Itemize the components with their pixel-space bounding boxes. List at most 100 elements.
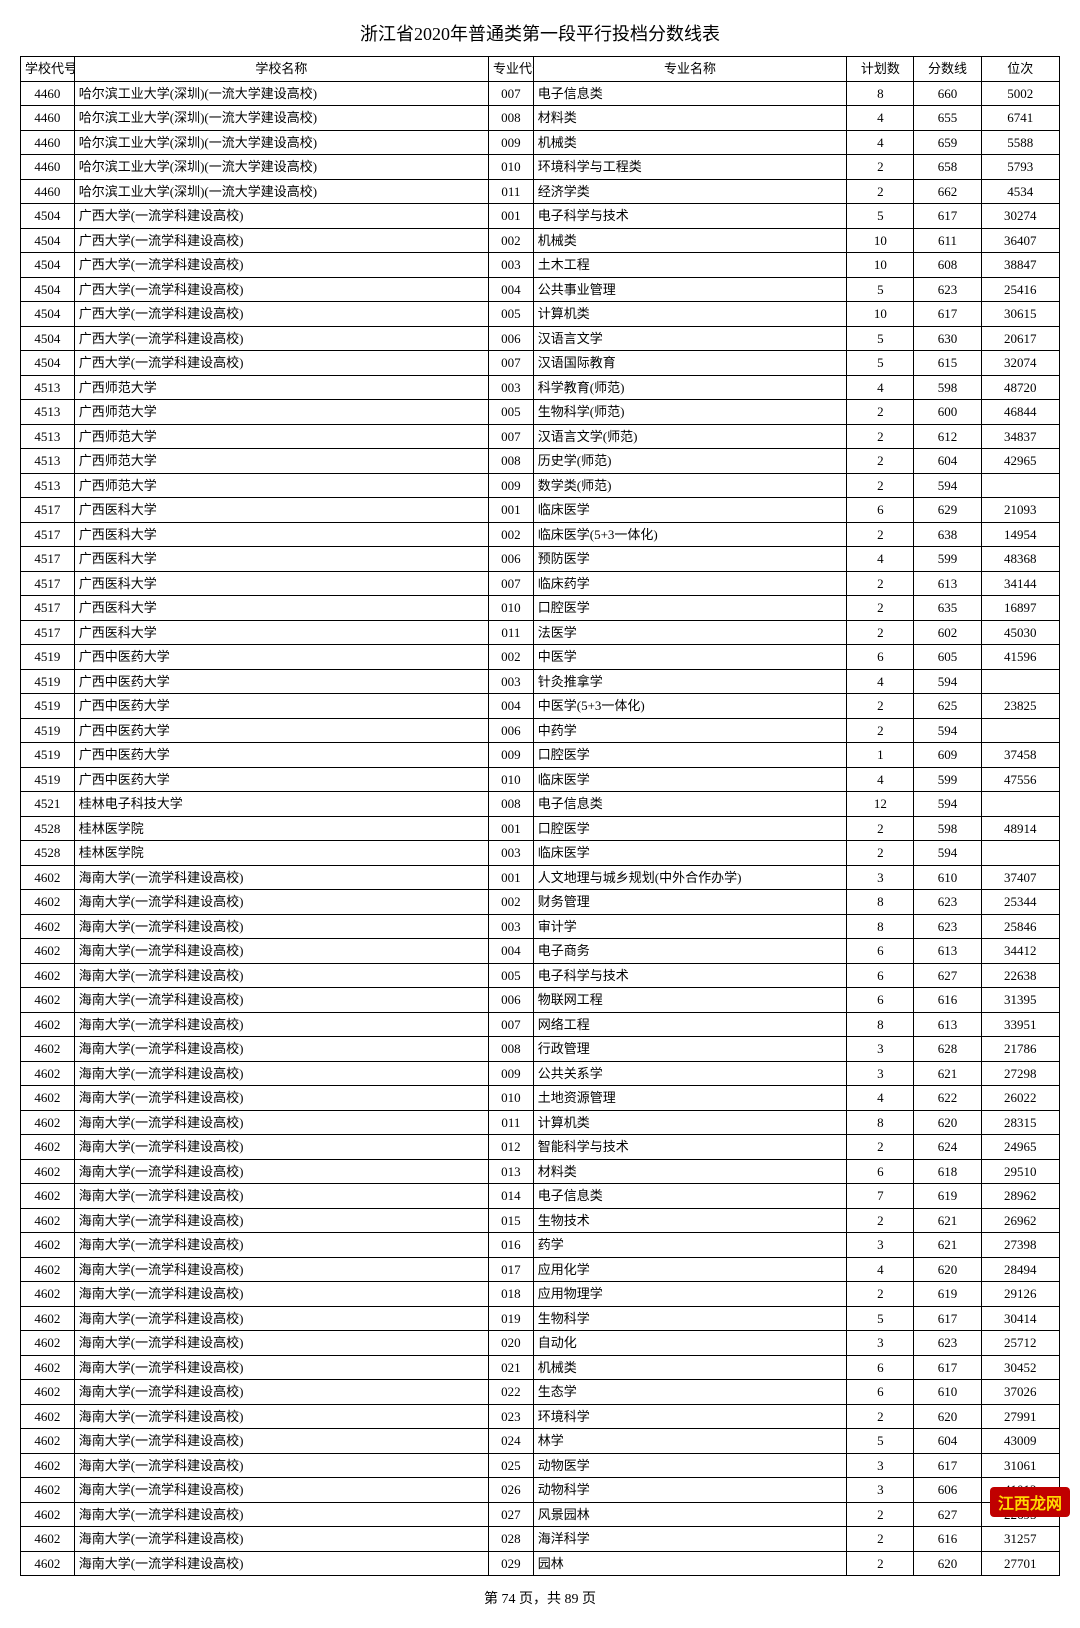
- table-cell: 21786: [981, 1037, 1059, 1062]
- table-cell: 37458: [981, 743, 1059, 768]
- table-cell: 材料类: [533, 106, 846, 131]
- table-row: 4602海南大学(一流学科建设高校)016药学362127398: [21, 1233, 1060, 1258]
- table-cell: 5: [847, 204, 914, 229]
- table-cell: 生物科学(师范): [533, 400, 846, 425]
- table-cell: 法医学: [533, 620, 846, 645]
- table-cell: 3: [847, 865, 914, 890]
- table-cell: 材料类: [533, 1159, 846, 1184]
- table-cell: 电子商务: [533, 939, 846, 964]
- table-cell: 25344: [981, 890, 1059, 915]
- table-cell: 海南大学(一流学科建设高校): [74, 1306, 488, 1331]
- table-cell: 广西医科大学: [74, 547, 488, 572]
- table-cell: 广西师范大学: [74, 400, 488, 425]
- table-cell: 4602: [21, 939, 75, 964]
- table-cell: 广西大学(一流学科建设高校): [74, 326, 488, 351]
- table-cell: 海南大学(一流学科建设高校): [74, 1527, 488, 1552]
- table-row: 4517广西医科大学007临床药学261334144: [21, 571, 1060, 596]
- table-cell: 1: [847, 743, 914, 768]
- table-cell: 002: [488, 890, 533, 915]
- table-cell: 生物技术: [533, 1208, 846, 1233]
- table-cell: 海南大学(一流学科建设高校): [74, 1429, 488, 1454]
- table-cell: 4513: [21, 400, 75, 425]
- table-row: 4521桂林电子科技大学008电子信息类12594: [21, 792, 1060, 817]
- table-cell: 604: [914, 1429, 981, 1454]
- table-cell: 广西中医药大学: [74, 645, 488, 670]
- table-cell: 009: [488, 473, 533, 498]
- table-row: 4504广西大学(一流学科建设高校)002机械类1061136407: [21, 228, 1060, 253]
- table-cell: 29510: [981, 1159, 1059, 1184]
- table-cell: 8: [847, 890, 914, 915]
- table-cell: 4602: [21, 1331, 75, 1356]
- table-cell: 口腔医学: [533, 816, 846, 841]
- table-cell: 019: [488, 1306, 533, 1331]
- table-cell: 48368: [981, 547, 1059, 572]
- table-cell: 公共事业管理: [533, 277, 846, 302]
- table-cell: 659: [914, 130, 981, 155]
- table-cell: 4602: [21, 890, 75, 915]
- table-cell: 广西大学(一流学科建设高校): [74, 277, 488, 302]
- table-cell: 广西医科大学: [74, 596, 488, 621]
- table-cell: 广西大学(一流学科建设高校): [74, 204, 488, 229]
- table-cell: 002: [488, 522, 533, 547]
- table-row: 4602海南大学(一流学科建设高校)026动物科学360641012: [21, 1478, 1060, 1503]
- table-cell: 011: [488, 179, 533, 204]
- table-cell: 4: [847, 130, 914, 155]
- table-cell: 598: [914, 816, 981, 841]
- table-row: 4602海南大学(一流学科建设高校)001人文地理与城乡规划(中外合作办学)36…: [21, 865, 1060, 890]
- table-cell: 618: [914, 1159, 981, 1184]
- table-cell: 4460: [21, 130, 75, 155]
- table-cell: 临床医学: [533, 767, 846, 792]
- table-cell: 620: [914, 1110, 981, 1135]
- table-cell: 4602: [21, 1208, 75, 1233]
- table-cell: 历史学(师范): [533, 449, 846, 474]
- table-cell: 物联网工程: [533, 988, 846, 1013]
- table-cell: 620: [914, 1551, 981, 1576]
- table-cell: 599: [914, 547, 981, 572]
- table-row: 4460哈尔滨工业大学(深圳)(一流大学建设高校)011经济学类26624534: [21, 179, 1060, 204]
- table-row: 4602海南大学(一流学科建设高校)009公共关系学362127298: [21, 1061, 1060, 1086]
- table-cell: 016: [488, 1233, 533, 1258]
- table-cell: 617: [914, 302, 981, 327]
- table-cell: 4602: [21, 1282, 75, 1307]
- table-header-row: 学校代号 学校名称 专业代号 专业名称 计划数 分数线 位次: [21, 57, 1060, 82]
- table-cell: 2: [847, 718, 914, 743]
- table-row: 4517广西医科大学001临床医学662921093: [21, 498, 1060, 523]
- table-cell: 34837: [981, 424, 1059, 449]
- table-cell: 5588: [981, 130, 1059, 155]
- table-cell: 600: [914, 400, 981, 425]
- table-cell: 4602: [21, 1355, 75, 1380]
- table-cell: 4513: [21, 375, 75, 400]
- table-row: 4504广西大学(一流学科建设高校)001电子科学与技术561730274: [21, 204, 1060, 229]
- table-cell: 4517: [21, 498, 75, 523]
- col-header-rank: 位次: [981, 57, 1059, 82]
- table-cell: 2: [847, 620, 914, 645]
- table-cell: 4602: [21, 1404, 75, 1429]
- table-cell: 行政管理: [533, 1037, 846, 1062]
- table-cell: 617: [914, 1453, 981, 1478]
- table-cell: 010: [488, 596, 533, 621]
- table-cell: 001: [488, 865, 533, 890]
- table-cell: 4504: [21, 326, 75, 351]
- table-cell: 海南大学(一流学科建设高校): [74, 1331, 488, 1356]
- table-cell: 4: [847, 375, 914, 400]
- table-cell: 中医学(5+3一体化): [533, 694, 846, 719]
- table-cell: 6: [847, 1159, 914, 1184]
- table-cell: 4: [847, 1086, 914, 1111]
- table-cell: 28494: [981, 1257, 1059, 1282]
- table-cell: 6: [847, 988, 914, 1013]
- table-cell: 4602: [21, 1037, 75, 1062]
- table-cell: 011: [488, 1110, 533, 1135]
- table-cell: 604: [914, 449, 981, 474]
- table-cell: 4602: [21, 914, 75, 939]
- table-cell: 6: [847, 1380, 914, 1405]
- table-cell: 27701: [981, 1551, 1059, 1576]
- table-cell: 海南大学(一流学科建设高校): [74, 1208, 488, 1233]
- table-cell: 应用物理学: [533, 1282, 846, 1307]
- table-cell: 广西师范大学: [74, 375, 488, 400]
- table-cell: 临床医学: [533, 841, 846, 866]
- table-row: 4602海南大学(一流学科建设高校)025动物医学361731061: [21, 1453, 1060, 1478]
- table-cell: 007: [488, 81, 533, 106]
- table-cell: 28315: [981, 1110, 1059, 1135]
- table-cell: 28962: [981, 1184, 1059, 1209]
- table-cell: 2: [847, 1282, 914, 1307]
